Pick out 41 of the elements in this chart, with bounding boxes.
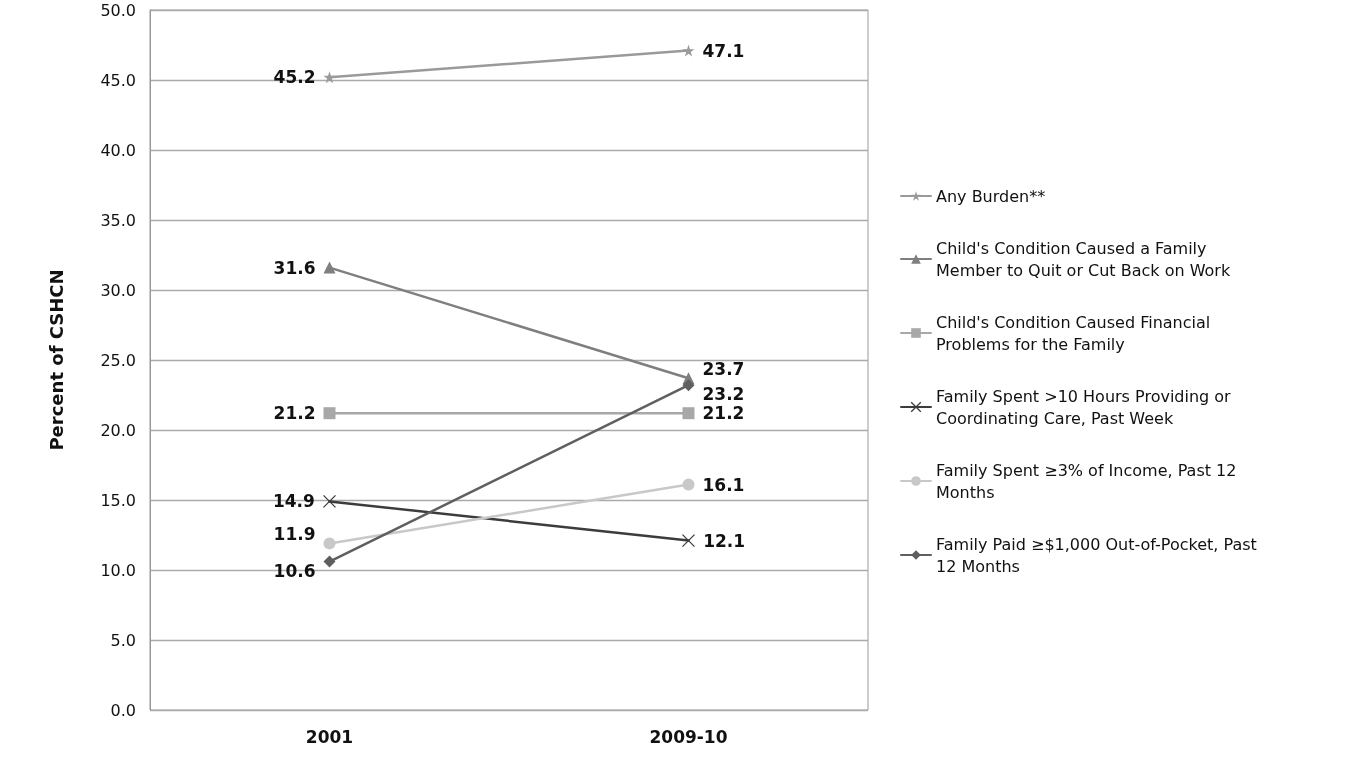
- data-label: 23.7: [702, 359, 745, 380]
- y-tick-label: 0.0: [110, 700, 136, 720]
- data-label: 10.6: [273, 560, 316, 581]
- point: [323, 71, 336, 84]
- data-label: 21.2: [273, 403, 316, 424]
- point: [682, 478, 695, 491]
- y-tick-label: 50.0: [100, 0, 136, 20]
- point: [682, 44, 695, 57]
- data-label: 11.9: [273, 524, 316, 545]
- y-tick-label: 5.0: [110, 630, 136, 650]
- y-axis-title: Percent of CSHCN: [45, 269, 67, 451]
- data-label: 16.1: [702, 474, 745, 495]
- legend-label: Child's Condition Caused Financial Problems for the Family: [936, 312, 1216, 354]
- data-label: 47.1: [702, 40, 745, 61]
- point: [323, 555, 336, 568]
- y-tick-label: 25.0: [100, 350, 136, 370]
- legend-label: Family Spent ≥3% of Income, Past 12 Months: [936, 460, 1242, 502]
- point: [681, 533, 696, 548]
- point: [682, 407, 695, 420]
- data-label: 21.2: [702, 403, 745, 424]
- data-label: 31.6: [273, 257, 316, 278]
- y-tick-label: 40.0: [100, 140, 136, 160]
- data-label: 14.9: [272, 491, 315, 512]
- y-tick-label: 45.0: [100, 70, 136, 90]
- x-tick-label: 2009-10: [649, 726, 728, 747]
- y-tick-label: 35.0: [100, 210, 136, 230]
- legend-label: Family Spent >10 Hours Providing or Coordinating Care, Past Week: [936, 386, 1236, 428]
- y-tick-label: 15.0: [100, 490, 136, 510]
- x-tick-label: 2001: [305, 726, 354, 747]
- y-tick-label: 10.0: [100, 560, 136, 580]
- legend-label: Child's Condition Caused a Family Member to Quit or Cut Back on Work: [936, 238, 1231, 280]
- data-label: 23.2: [702, 384, 745, 405]
- legend-label: Any Burden**: [936, 186, 1046, 206]
- data-label: 45.2: [273, 67, 316, 88]
- point: [322, 494, 337, 509]
- point: [323, 537, 336, 550]
- y-tick-label: 30.0: [100, 280, 136, 300]
- legend-label: Family Paid ≥$1,000 Out-of-Pocket, Past 12 Months: [936, 534, 1262, 576]
- point: [323, 407, 336, 420]
- data-label: 12.1: [703, 530, 746, 551]
- y-tick-label: 20.0: [100, 420, 136, 440]
